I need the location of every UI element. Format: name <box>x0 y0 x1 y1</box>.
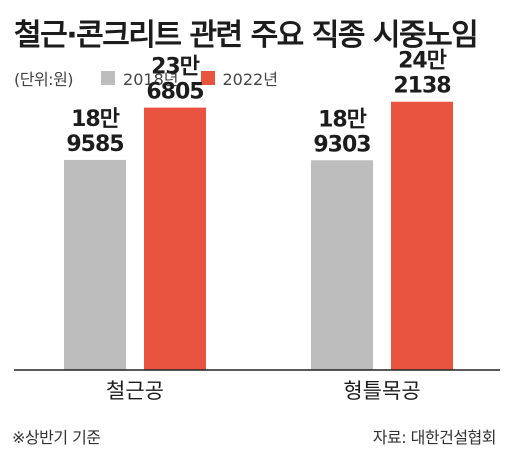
data-label-2-series-2: 24만 2138 <box>393 49 450 99</box>
legend-swatch-2018 <box>101 71 116 85</box>
legend: (단위:원) 2018년 2022년 <box>14 66 300 90</box>
legend-item-2022: 2022년 <box>200 66 278 90</box>
data-label-1-series-2: 23만 6805 <box>146 55 203 105</box>
data-label-2-series-1: 18만 9303 <box>313 107 370 157</box>
legend-item-2018: 2018년 <box>101 66 179 90</box>
footnote: ※상반기 기준 <box>12 428 101 447</box>
legend-label-2022: 2022년 <box>222 70 278 89</box>
legend-label-2018: 2018년 <box>123 70 179 89</box>
source-note: 자료: 대한건설협회 <box>372 428 497 447</box>
chart-title: 철근·콘크리트 관련 주요 직종 시중노임 <box>14 18 479 53</box>
category-label-1: 철근공 <box>106 379 164 403</box>
category-label-2: 형틀목공 <box>343 379 420 403</box>
bar-1-series-1 <box>64 159 126 370</box>
bar-1-series-2 <box>144 107 206 371</box>
data-label-1-series-1: 18만 9585 <box>66 107 123 157</box>
bar-2-series-1 <box>311 160 373 370</box>
bar-2-series-2 <box>391 101 453 371</box>
unit-label: (단위:원) <box>14 70 74 89</box>
legend-swatch-2022 <box>200 71 215 85</box>
